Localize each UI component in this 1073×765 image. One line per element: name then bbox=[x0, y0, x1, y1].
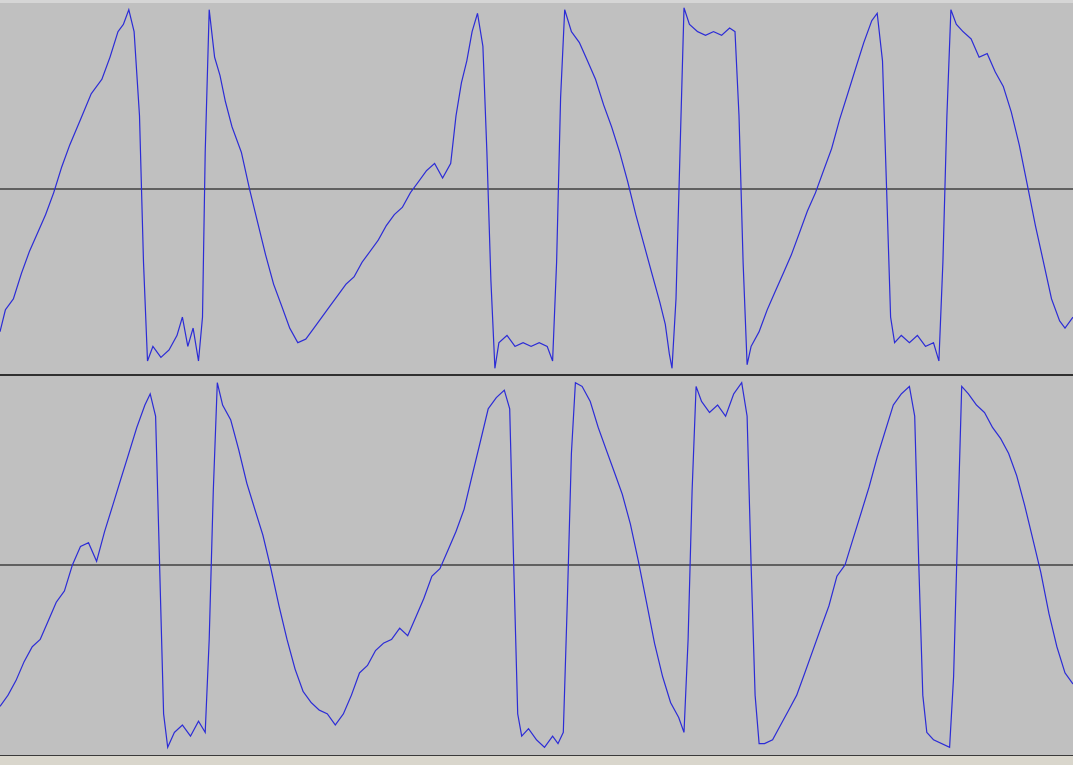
channel-left-waveform bbox=[0, 7, 1073, 369]
track-top-edge bbox=[0, 0, 1073, 3]
track-bottom-bar bbox=[0, 755, 1073, 765]
channel-right-waveform bbox=[0, 381, 1073, 750]
waveform-channel-left[interactable] bbox=[0, 7, 1073, 369]
waveform-channel-right[interactable] bbox=[0, 381, 1073, 750]
